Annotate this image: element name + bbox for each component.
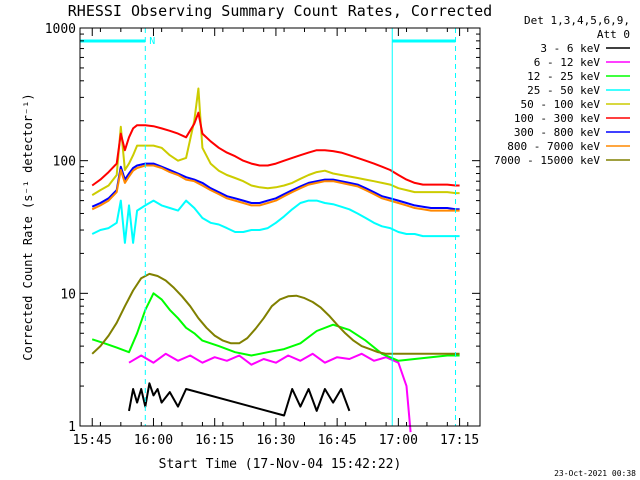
- x-tick-label: 16:30: [256, 433, 295, 448]
- legend-label: 100 - 300 keV: [514, 112, 600, 125]
- series-line: [91, 162, 460, 211]
- chart-title: RHESSI Observing Summary Count Rates, Co…: [68, 2, 492, 20]
- legend-label: 3 - 6 keV: [540, 42, 600, 55]
- y-axis-ticks: 1 10 100 1000: [45, 22, 480, 435]
- series-line: [128, 352, 412, 433]
- legend-label: 25 - 50 keV: [527, 84, 600, 97]
- x-axis-ticks: 15:45 16:00 16:15 16:30 16:45 17:00 17:15: [73, 28, 479, 448]
- x-tick-label: 15:45: [73, 433, 112, 448]
- y-tick-label: 10: [60, 287, 76, 302]
- series-line: [91, 272, 460, 355]
- legend-header-line-1: Det 1,3,4,5,6,9,: [524, 14, 630, 27]
- timestamp: 23-Oct-2021 00:38: [554, 469, 636, 478]
- series-line: [91, 87, 460, 196]
- night-label: N: [149, 36, 155, 47]
- x-tick-label: 17:15: [440, 433, 479, 448]
- y-tick-label: 1000: [45, 22, 76, 37]
- series-line: [91, 111, 460, 187]
- series-line: [91, 164, 460, 212]
- y-axis-label: Corrected Count Rate (s⁻¹ detector⁻¹): [21, 93, 35, 360]
- legend-label: 300 - 800 keV: [514, 126, 600, 139]
- plot-background: N: [80, 36, 456, 47]
- x-tick-label: 16:15: [195, 433, 234, 448]
- legend-label: 7000 - 15000 keV: [494, 154, 600, 167]
- y-tick-label: 100: [53, 155, 76, 170]
- series-layer: [91, 87, 460, 433]
- x-axis-label: Start Time (17-Nov-04 15:42:22): [159, 457, 402, 472]
- y-tick-label: 1: [68, 420, 76, 435]
- x-tick-label: 17:00: [379, 433, 418, 448]
- legend-label: 800 - 7000 keV: [507, 140, 600, 153]
- legend-label: 12 - 25 keV: [527, 70, 600, 83]
- plot-frame: [79, 27, 481, 427]
- x-tick-label: 16:45: [318, 433, 357, 448]
- x-tick-label: 16:00: [134, 433, 173, 448]
- legend-header-line-2: Att 0: [597, 28, 630, 41]
- legend-label: 6 - 12 keV: [534, 56, 601, 69]
- legend-label: 50 - 100 keV: [521, 98, 601, 111]
- series-line: [128, 382, 351, 417]
- series-line: [91, 199, 460, 244]
- series-line: [91, 292, 460, 362]
